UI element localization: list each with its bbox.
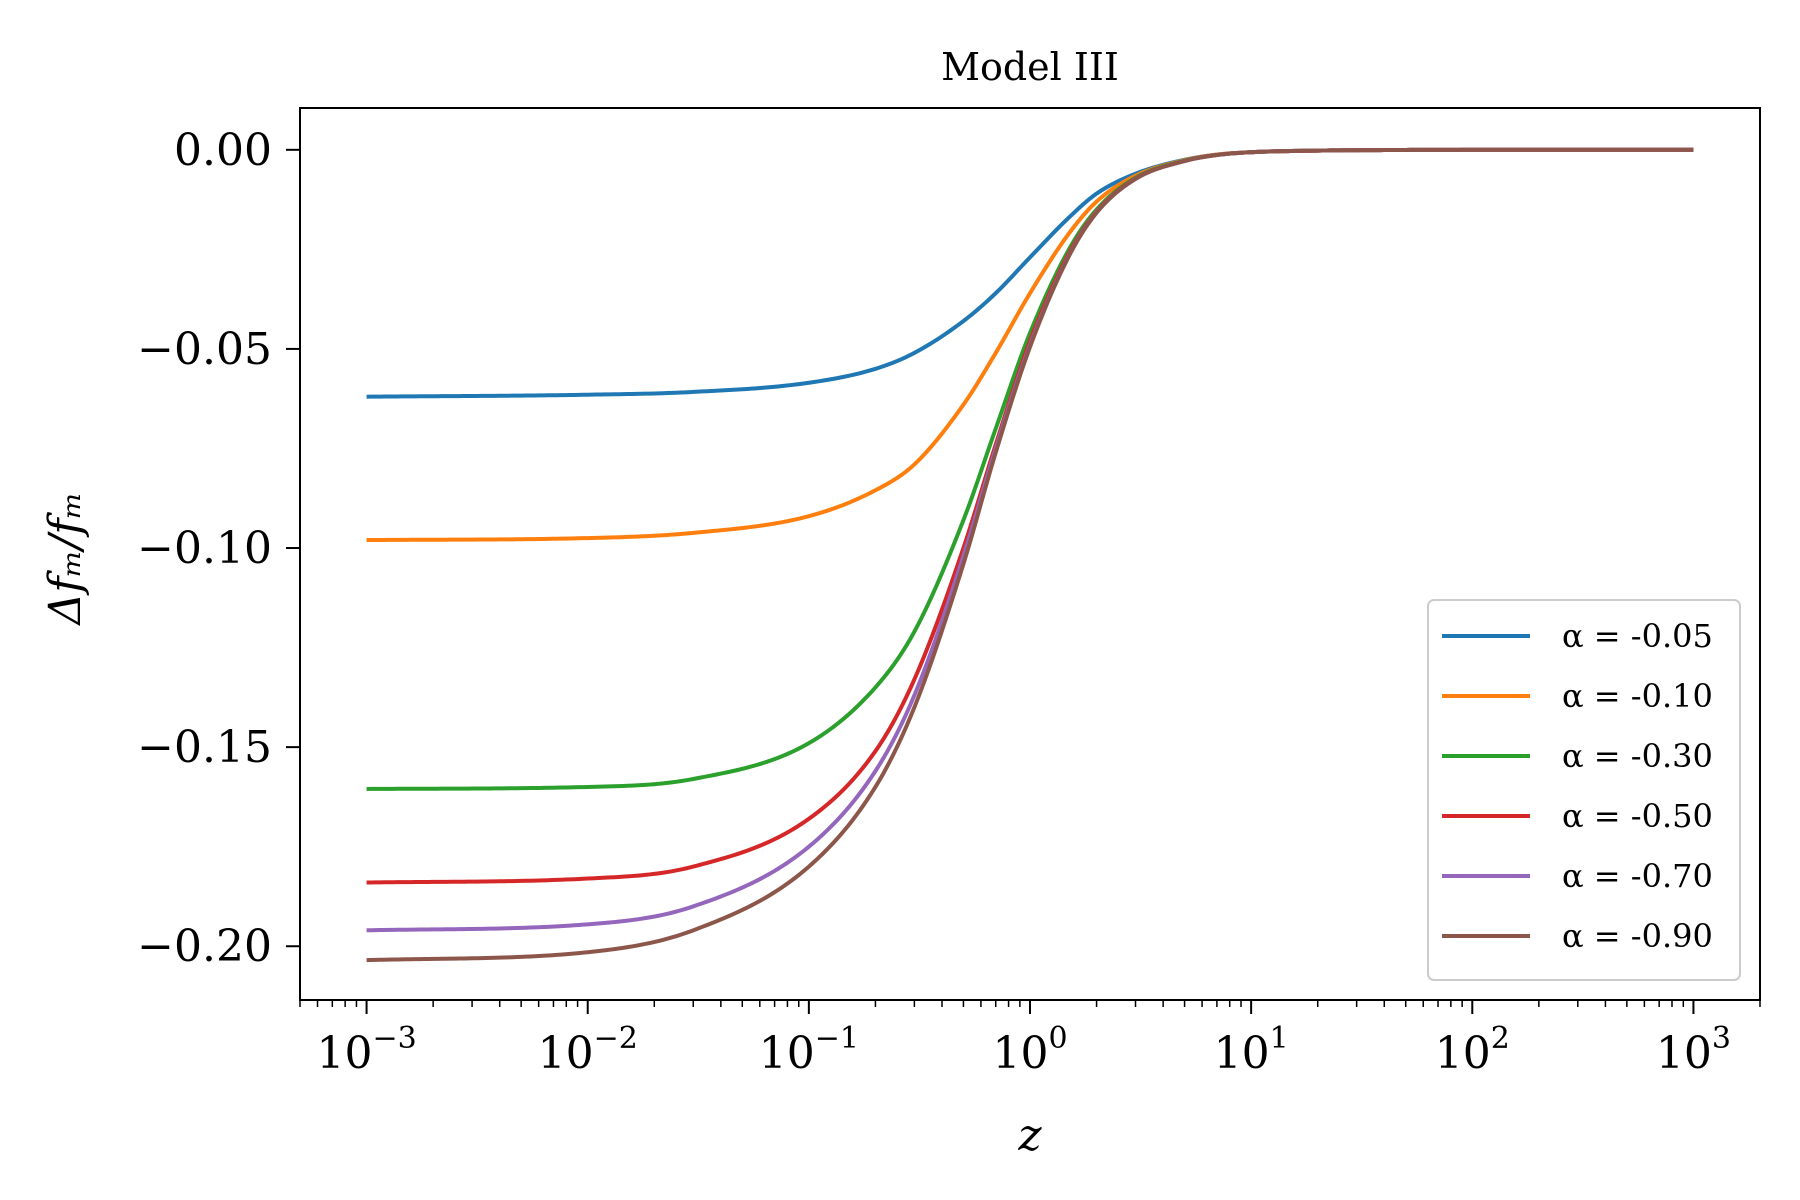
x-axis-label: z (1017, 1110, 1042, 1161)
x-tick-label: 100 (992, 1021, 1067, 1079)
y-tick-label: −0.15 (137, 722, 272, 773)
x-tick-label: 10−1 (759, 1021, 859, 1079)
x-tick-label: 102 (1435, 1021, 1510, 1079)
x-tick-label: 10−2 (538, 1021, 638, 1079)
y-tick-label: 0.00 (174, 125, 272, 176)
legend-label-6: α = -0.90 (1562, 917, 1713, 955)
y-tick-label: −0.10 (137, 523, 272, 574)
legend-label-5: α = -0.70 (1562, 857, 1713, 895)
x-tick-label: 101 (1214, 1021, 1289, 1079)
series-line-1 (366, 147, 1694, 399)
legend: α = -0.05 α = -0.10 α = -0.30 α = -0.50 α = … (1427, 599, 1741, 981)
x-axis: 10−3 10−2 10−1 100 101 102 103 (299, 1000, 1761, 1079)
y-axis-label: Δfₘ/fₘ (40, 491, 91, 626)
chart-title: Model III (941, 45, 1119, 89)
y-tick-label: −0.05 (137, 324, 272, 375)
series-line-6 (366, 147, 1694, 963)
y-axis: 0.00 −0.05 −0.10 −0.15 −0.20 (137, 125, 300, 972)
series-layer (366, 147, 1694, 963)
legend-label-4: α = -0.50 (1562, 797, 1713, 835)
legend-label-2: α = -0.10 (1562, 677, 1713, 715)
legend-label-3: α = -0.30 (1562, 737, 1713, 775)
y-tick-label: −0.20 (137, 921, 272, 972)
x-tick-label: 103 (1656, 1021, 1731, 1079)
legend-label-1: α = -0.05 (1562, 617, 1713, 655)
x-tick-label: 10−3 (316, 1021, 416, 1079)
